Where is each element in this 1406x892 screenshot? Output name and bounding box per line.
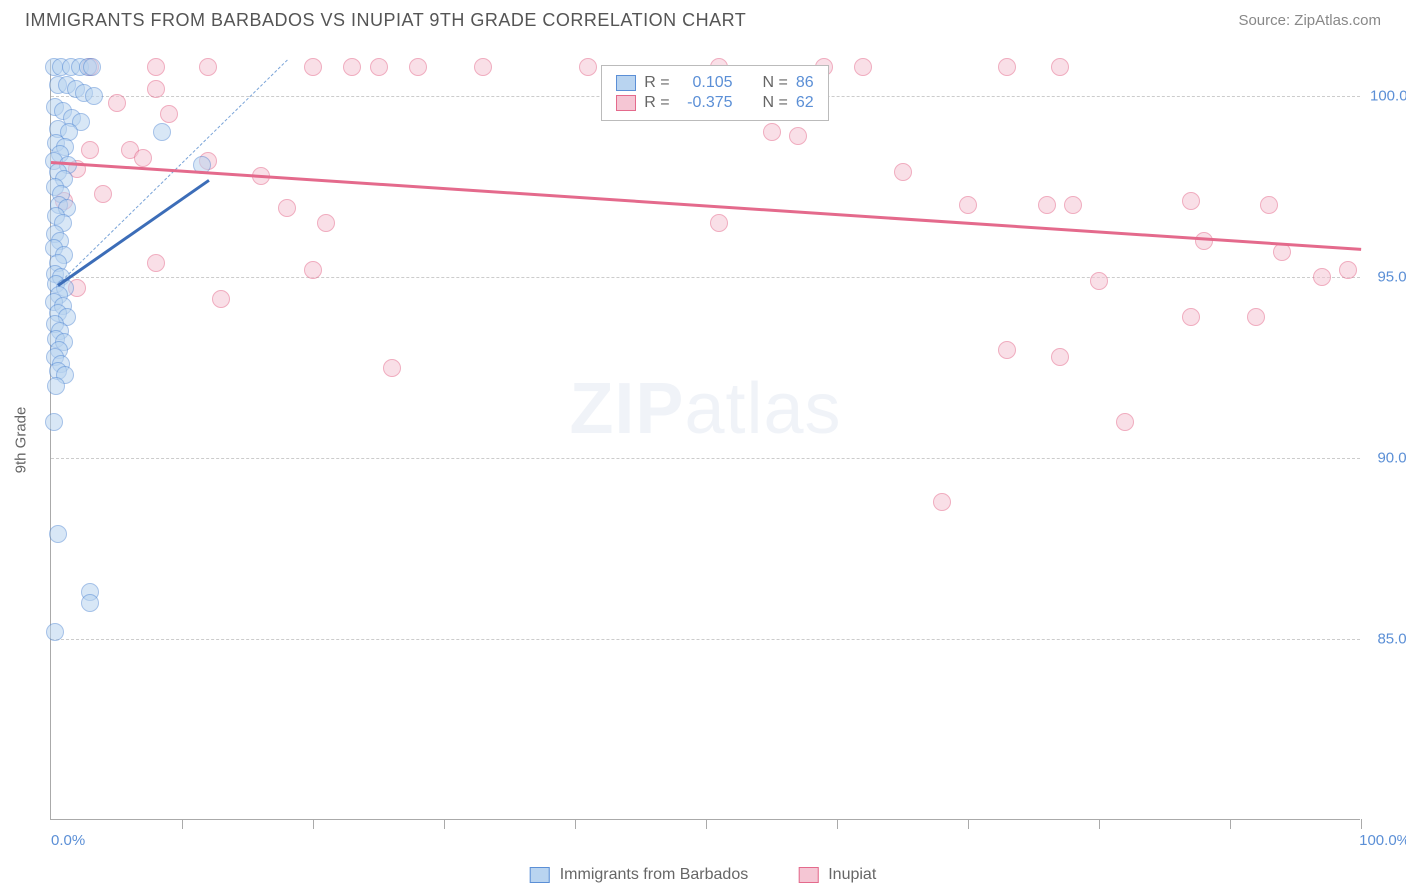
legend-swatch xyxy=(530,867,550,883)
y-tick-label: 95.0% xyxy=(1370,269,1406,286)
bottom-legend: Immigrants from Barbados Inupiat xyxy=(530,866,877,884)
x-tick xyxy=(1099,819,1100,829)
x-tick xyxy=(575,819,576,829)
scatter-point xyxy=(304,261,322,279)
scatter-point xyxy=(46,623,64,641)
scatter-point xyxy=(579,58,597,76)
n-value: 86 xyxy=(796,74,814,92)
scatter-point xyxy=(1247,308,1265,326)
chart-plot-area: 9th Grade ZIPatlas 85.0%90.0%95.0%100.0%… xyxy=(50,60,1360,820)
y-tick-label: 85.0% xyxy=(1370,631,1406,648)
chart-title: IMMIGRANTS FROM BARBADOS VS INUPIAT 9TH … xyxy=(25,10,746,31)
scatter-point xyxy=(1038,196,1056,214)
scatter-point xyxy=(854,58,872,76)
scatter-point xyxy=(85,87,103,105)
scatter-point xyxy=(933,493,951,511)
r-value: -0.375 xyxy=(678,94,733,112)
scatter-point xyxy=(1116,413,1134,431)
scatter-point xyxy=(370,58,388,76)
scatter-point xyxy=(474,58,492,76)
r-value: 0.105 xyxy=(678,74,733,92)
r-label: R = xyxy=(644,94,669,112)
x-tick xyxy=(313,819,314,829)
gridline xyxy=(51,458,1360,459)
scatter-point xyxy=(1051,348,1069,366)
scatter-point xyxy=(409,58,427,76)
scatter-point xyxy=(763,123,781,141)
x-tick-label: 0.0% xyxy=(51,832,85,849)
r-label: R = xyxy=(644,74,669,92)
legend-swatch xyxy=(798,867,818,883)
scatter-point xyxy=(304,58,322,76)
n-value: 62 xyxy=(796,94,814,112)
scatter-point xyxy=(83,58,101,76)
legend-swatch xyxy=(616,75,636,91)
legend-item: Immigrants from Barbados xyxy=(530,866,749,884)
legend-label: Inupiat xyxy=(828,866,876,884)
scatter-point xyxy=(1313,268,1331,286)
scatter-point xyxy=(81,594,99,612)
scatter-point xyxy=(383,359,401,377)
scatter-point xyxy=(49,525,67,543)
scatter-point xyxy=(959,196,977,214)
scatter-point xyxy=(199,58,217,76)
scatter-point xyxy=(81,141,99,159)
y-tick-label: 100.0% xyxy=(1370,88,1406,105)
x-tick xyxy=(706,819,707,829)
scatter-point xyxy=(894,163,912,181)
scatter-point xyxy=(1339,261,1357,279)
scatter-point xyxy=(45,413,63,431)
scatter-point xyxy=(147,254,165,272)
scatter-point xyxy=(160,105,178,123)
scatter-point xyxy=(1182,192,1200,210)
scatter-point xyxy=(998,58,1016,76)
x-tick-label: 100.0% xyxy=(1359,832,1406,849)
x-tick xyxy=(968,819,969,829)
legend-item: Inupiat xyxy=(798,866,876,884)
x-tick xyxy=(444,819,445,829)
trend-line xyxy=(57,180,209,287)
scatter-point xyxy=(998,341,1016,359)
scatter-point xyxy=(147,58,165,76)
legend-label: Immigrants from Barbados xyxy=(560,866,749,884)
watermark: ZIPatlas xyxy=(569,368,841,450)
scatter-point xyxy=(1051,58,1069,76)
stat-row: R = 0.105 N = 86 xyxy=(616,74,813,92)
scatter-point xyxy=(47,377,65,395)
n-label: N = xyxy=(763,74,788,92)
x-tick xyxy=(182,819,183,829)
x-tick xyxy=(837,819,838,829)
scatter-point xyxy=(1195,232,1213,250)
source-label: Source: ZipAtlas.com xyxy=(1238,12,1381,29)
x-tick xyxy=(1361,819,1362,829)
gridline xyxy=(51,277,1360,278)
stat-legend: R = 0.105 N = 86 R = -0.375 N = 62 xyxy=(601,65,828,121)
scatter-point xyxy=(789,127,807,145)
trend-line xyxy=(51,161,1361,251)
y-tick-label: 90.0% xyxy=(1370,450,1406,467)
scatter-point xyxy=(1090,272,1108,290)
scatter-point xyxy=(1260,196,1278,214)
scatter-point xyxy=(212,290,230,308)
scatter-point xyxy=(153,123,171,141)
scatter-point xyxy=(134,149,152,167)
scatter-point xyxy=(1064,196,1082,214)
n-label: N = xyxy=(763,94,788,112)
scatter-point xyxy=(94,185,112,203)
gridline xyxy=(51,639,1360,640)
y-axis-label: 9th Grade xyxy=(13,406,30,473)
stat-row: R = -0.375 N = 62 xyxy=(616,94,813,112)
scatter-point xyxy=(317,214,335,232)
scatter-point xyxy=(278,199,296,217)
scatter-point xyxy=(710,214,728,232)
x-tick xyxy=(1230,819,1231,829)
scatter-point xyxy=(343,58,361,76)
scatter-point xyxy=(108,94,126,112)
scatter-point xyxy=(1182,308,1200,326)
legend-swatch xyxy=(616,95,636,111)
scatter-point xyxy=(147,80,165,98)
